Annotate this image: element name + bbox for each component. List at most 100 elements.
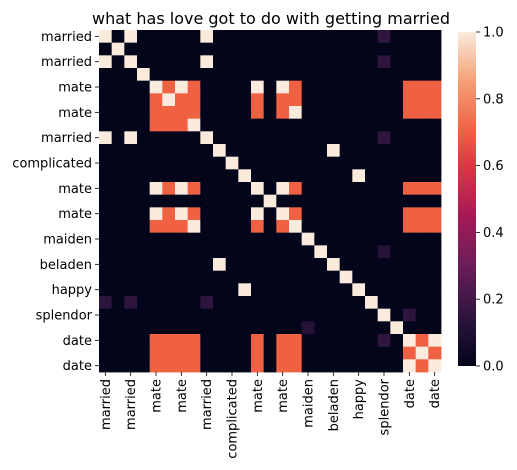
heatmap-cell (352, 131, 366, 145)
heatmap-cell (99, 258, 113, 272)
heatmap-cell (213, 80, 227, 94)
heatmap-cell (289, 30, 303, 44)
heatmap-cell (327, 334, 341, 348)
heatmap-cell (175, 118, 189, 132)
colorbar: 0.0 0.2 0.4 0.6 0.8 1.0 (458, 26, 504, 375)
heatmap-cell (200, 321, 214, 335)
heatmap-cell (289, 182, 303, 196)
heatmap-cell (289, 258, 303, 272)
heatmap-cell (390, 232, 404, 246)
heatmap-cell (327, 346, 341, 360)
heatmap-cell (175, 308, 189, 322)
heatmap-cell (213, 131, 227, 145)
heatmap-cell (99, 245, 113, 259)
heatmap-cell (403, 182, 417, 196)
x-tick-label: splendor (378, 378, 393, 435)
heatmap-cell (403, 42, 417, 56)
heatmap-cell (377, 55, 391, 69)
heatmap-cell (149, 359, 163, 373)
heatmap-cell (377, 131, 391, 145)
heatmap-cell (301, 283, 315, 297)
heatmap-cell (403, 55, 417, 69)
heatmap-cell (314, 245, 328, 259)
heatmap-cell (390, 334, 404, 348)
heatmap-cell (339, 245, 353, 259)
heatmap-cell (251, 220, 265, 234)
heatmap-cell (200, 296, 214, 310)
heatmap-cell (175, 80, 189, 94)
heatmap-cell (200, 30, 214, 44)
heatmap-cell (314, 232, 328, 246)
heatmap-cell (137, 118, 151, 132)
heatmap-cell (352, 55, 366, 69)
y-tick-label: date (63, 334, 92, 349)
heatmap-cell (149, 220, 163, 234)
x-tick-label: happy (352, 379, 367, 420)
heatmap-cell (301, 80, 315, 94)
y-tick-label: complicated (12, 157, 92, 172)
heatmap-cell (377, 80, 391, 94)
x-tick-label: married (124, 379, 139, 430)
heatmap-cell (124, 283, 138, 297)
heatmap-cell (124, 93, 138, 107)
heatmap-cell (187, 169, 201, 183)
heatmap-cell (314, 182, 328, 196)
heatmap-cell (137, 182, 151, 196)
heatmap-cell (415, 131, 429, 145)
heatmap-cell (377, 68, 391, 82)
heatmap-cell (149, 194, 163, 208)
heatmap-cell (327, 118, 341, 132)
heatmap-cell (301, 359, 315, 373)
heatmap-cell (225, 118, 239, 132)
heatmap-cell (276, 106, 290, 120)
heatmap-cell (339, 334, 353, 348)
heatmap-cell (352, 220, 366, 234)
heatmap-cell (99, 169, 113, 183)
heatmap-cell (403, 68, 417, 82)
heatmap-cell (365, 321, 379, 335)
heatmap-cell (263, 296, 277, 310)
heatmap-cell (289, 220, 303, 234)
heatmap-cell (403, 334, 417, 348)
heatmap-cell (428, 106, 442, 120)
heatmap-cell (352, 80, 366, 94)
heatmap-cell (149, 68, 163, 82)
heatmap-cell (200, 169, 214, 183)
heatmap-cell (390, 80, 404, 94)
heatmap-cell (327, 30, 341, 44)
heatmap-cell (175, 194, 189, 208)
heatmap-cell (99, 232, 113, 246)
heatmap-cell (225, 321, 239, 335)
heatmap-cell (137, 93, 151, 107)
heatmap-cell (327, 232, 341, 246)
heatmap-cell (390, 283, 404, 297)
colorbar-tick-label: 1.0 (483, 26, 504, 41)
heatmap-cell (251, 68, 265, 82)
heatmap-cell (263, 270, 277, 284)
heatmap-cell (238, 245, 252, 259)
heatmap-cell (428, 220, 442, 234)
heatmap-cell (162, 42, 176, 56)
heatmap-cell (175, 220, 189, 234)
heatmap-cell (415, 182, 429, 196)
heatmap-cell (187, 93, 201, 107)
heatmap-cell (99, 220, 113, 234)
heatmap-cell (276, 42, 290, 56)
heatmap-cell (124, 296, 138, 310)
heatmap-cell (263, 118, 277, 132)
heatmap-cell (175, 106, 189, 120)
heatmap-cell (352, 321, 366, 335)
heatmap-cell (213, 42, 227, 56)
heatmap-cell (124, 42, 138, 56)
y-tick-label: maiden (43, 233, 92, 248)
heatmap-cell (301, 220, 315, 234)
heatmap-cell (390, 182, 404, 196)
heatmap-cell (301, 194, 315, 208)
heatmap-cell (365, 93, 379, 107)
heatmap-cell (200, 232, 214, 246)
heatmap-cell (339, 232, 353, 246)
heatmap-cell (390, 359, 404, 373)
heatmap-cell (289, 321, 303, 335)
heatmap-cell (251, 93, 265, 107)
